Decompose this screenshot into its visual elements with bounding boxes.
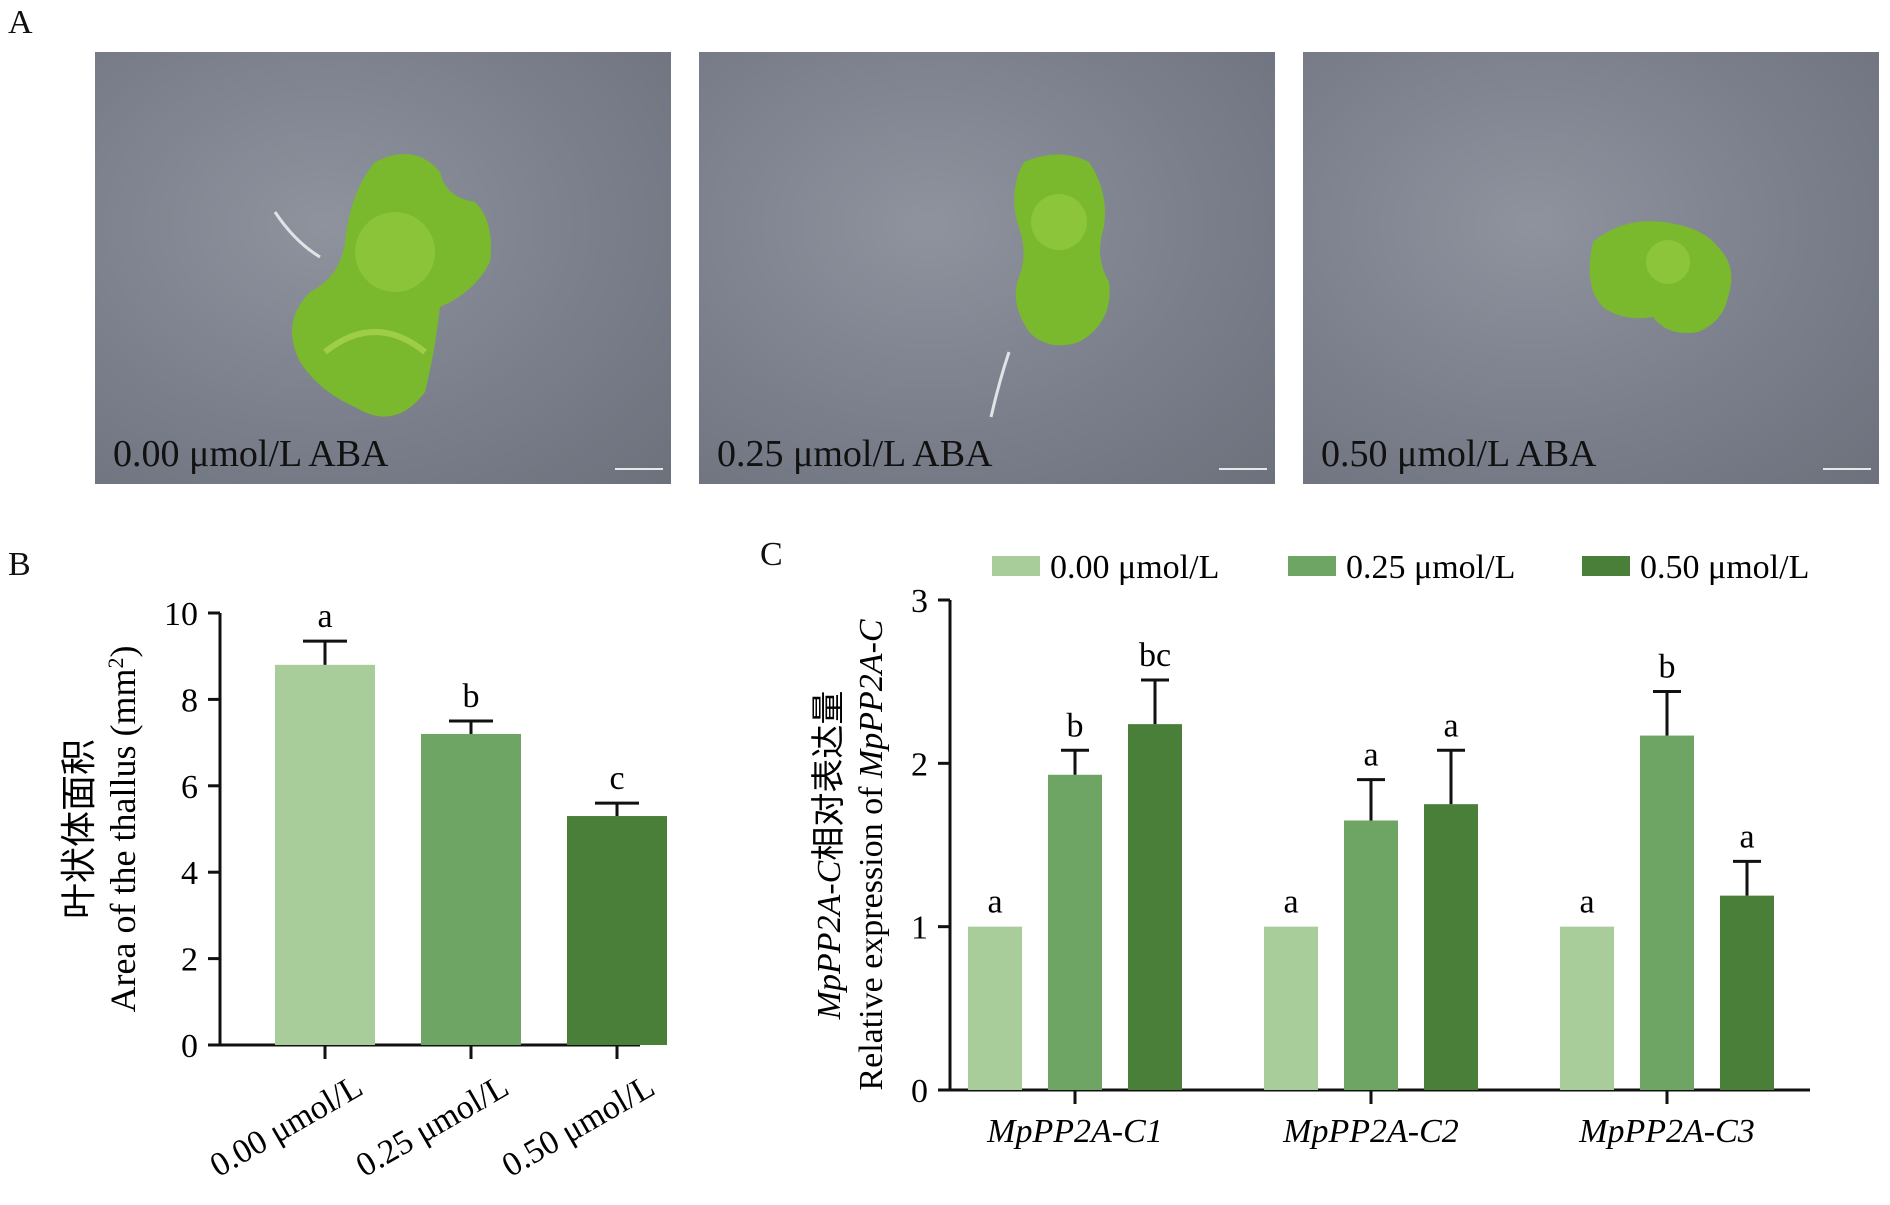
panel-label-a: A bbox=[8, 4, 33, 41]
y-tick-label: 2 bbox=[911, 746, 928, 783]
thallus-photo-2: 0.25 μmol/L ABA bbox=[699, 52, 1275, 484]
area-bar-chart: 0 2 4 6 8 10 a 0.00 μmol/L b 0.25 μmol/L c 0.50 μmo… bbox=[59, 596, 667, 1185]
scale-bar-1 bbox=[615, 468, 663, 470]
legend-label: 0.00 μmol/L bbox=[1050, 549, 1219, 586]
bar bbox=[567, 816, 667, 1045]
y-axis-label-close: ) bbox=[103, 646, 143, 658]
bar bbox=[1560, 926, 1614, 1090]
y-tick-label: 2 bbox=[181, 942, 198, 979]
significance-letter: b bbox=[1067, 707, 1084, 744]
x-tick-label: 0.25 μmol/L bbox=[350, 1068, 515, 1185]
y-axis-label-en: Relative expression of bbox=[853, 778, 890, 1091]
significance-letter: a bbox=[1363, 737, 1378, 774]
significance-letter: a bbox=[1579, 884, 1594, 921]
rhizoid-2 bbox=[989, 351, 1011, 418]
thallus-2-shape bbox=[1014, 154, 1110, 346]
x-tick-label: MpPP2A-C3 bbox=[1578, 1113, 1755, 1150]
significance-letter: c bbox=[609, 760, 624, 797]
significance-letter: bc bbox=[1139, 637, 1171, 674]
photo-2-caption: 0.25 μmol/L ABA bbox=[717, 433, 993, 475]
bar bbox=[421, 733, 521, 1045]
scale-bar-2 bbox=[1219, 468, 1267, 470]
thallus-photo-3: 0.50 μmol/L ABA bbox=[1303, 52, 1879, 484]
panel-label-b: B bbox=[8, 546, 31, 583]
y-axis-label-gene-2: MpPP2A-C bbox=[853, 619, 890, 779]
thallus-3-illustration bbox=[1589, 221, 1732, 333]
thallus-photo-1: 0.00 μmol/L ABA bbox=[95, 52, 671, 484]
expression-bar-chart: 0 1 2 3 a b bc MpPP2A-C1 a a a MpPP2A-C2 a b a MpPP2A-C… bbox=[810, 549, 1810, 1150]
x-tick-label: 0.50 μmol/L bbox=[496, 1068, 661, 1185]
y-tick-label: 0 bbox=[911, 1073, 928, 1110]
y-axis-label: 叶状体面积 Area of the thallus (mm2) bbox=[59, 646, 143, 1013]
legend-label: 0.25 μmol/L bbox=[1346, 549, 1515, 586]
significance-letter: a bbox=[987, 884, 1002, 921]
x-tick-label: MpPP2A-C2 bbox=[1282, 1113, 1459, 1150]
rhizoid-1 bbox=[273, 211, 321, 259]
bar bbox=[968, 926, 1022, 1090]
legend-label: 0.50 μmol/L bbox=[1640, 549, 1809, 586]
y-tick-label: 6 bbox=[181, 769, 198, 806]
significance-letter: b bbox=[463, 678, 480, 715]
photo-3-caption: 0.50 μmol/L ABA bbox=[1321, 433, 1597, 475]
significance-letter: a bbox=[1443, 707, 1458, 744]
y-tick-label: 10 bbox=[164, 596, 198, 633]
y-tick-label: 0 bbox=[181, 1028, 198, 1065]
legend-swatch bbox=[992, 556, 1040, 576]
photo-1-caption: 0.00 μmol/L ABA bbox=[113, 433, 389, 475]
y-tick-label: 1 bbox=[911, 910, 928, 947]
scale-bar-3 bbox=[1823, 468, 1871, 470]
legend-swatch bbox=[1582, 556, 1630, 576]
y-tick-label: 4 bbox=[181, 855, 198, 892]
y-axis-label-en: Area of the thallus (mm bbox=[103, 669, 143, 1013]
significance-letter: a bbox=[1283, 884, 1298, 921]
bar bbox=[275, 664, 375, 1045]
bar bbox=[1264, 926, 1318, 1090]
bar bbox=[1048, 774, 1102, 1090]
x-tick-label: 0.00 μmol/L bbox=[204, 1068, 369, 1185]
bar bbox=[1128, 724, 1182, 1090]
significance-letter: a bbox=[1739, 818, 1754, 855]
y-tick-label: 3 bbox=[911, 583, 928, 620]
bar bbox=[1640, 735, 1694, 1090]
thallus-1-illustration bbox=[273, 154, 491, 417]
bar bbox=[1344, 820, 1398, 1090]
y-axis-label-cn: 叶状体面积 bbox=[59, 739, 99, 919]
thallus-2-illustration bbox=[989, 154, 1110, 418]
bar bbox=[1424, 804, 1478, 1090]
significance-letter: b bbox=[1659, 648, 1676, 685]
y-axis-label-sup: 2 bbox=[103, 658, 128, 669]
y-axis-label-gene: MpPP2A-C bbox=[811, 860, 848, 1020]
legend-swatch bbox=[1288, 556, 1336, 576]
y-axis-label: MpPP2A-C相对表达量Relative expression of MpPP… bbox=[810, 619, 890, 1090]
panel-label-c: C bbox=[760, 536, 783, 573]
y-axis-label-cn: 相对表达量 bbox=[810, 691, 848, 861]
bar bbox=[1720, 895, 1774, 1090]
y-tick-label: 8 bbox=[181, 682, 198, 719]
x-tick-label: MpPP2A-C1 bbox=[986, 1113, 1163, 1150]
significance-letter: a bbox=[317, 598, 332, 635]
